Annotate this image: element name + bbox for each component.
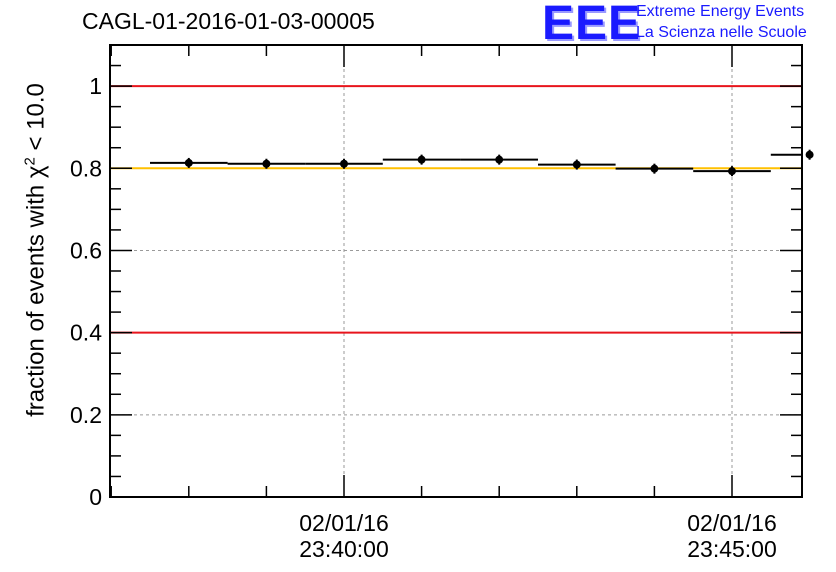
logo-text-line2: La Scienza nelle Scuole [636, 24, 807, 41]
data-point [650, 164, 659, 173]
data-point [340, 159, 348, 168]
data-point [728, 167, 736, 176]
x-tick-label-date: 02/01/16 [299, 510, 389, 536]
x-tick-label-date: 02/01/16 [687, 510, 777, 536]
y-tick-label: 0.2 [70, 402, 102, 428]
eee-logo: EEE [542, 0, 642, 50]
data-point [184, 158, 193, 167]
chart-title: CAGL-01-2016-01-03-00005 [82, 8, 375, 34]
y-axis-label: fraction of events with χ2 < 10.0 [21, 83, 50, 417]
y-tick-label: 0.4 [70, 320, 102, 346]
plot-frame [109, 44, 803, 498]
data-point [495, 155, 504, 164]
data-point [262, 159, 271, 168]
y-tick-label: 1 [89, 73, 102, 99]
data-point [805, 150, 814, 159]
data-point [417, 155, 426, 164]
y-tick-label: 0 [89, 484, 102, 510]
y-tick-label: 0.8 [70, 155, 102, 181]
data-point [572, 160, 581, 169]
logo-text-line1: Extreme Energy Events [636, 3, 805, 20]
chi-symbol: χ [22, 165, 50, 179]
x-tick-label-time: 23:45:00 [687, 536, 777, 562]
x-tick-label-time: 23:40:00 [299, 536, 389, 562]
y-tick-label: 0.6 [70, 237, 102, 263]
